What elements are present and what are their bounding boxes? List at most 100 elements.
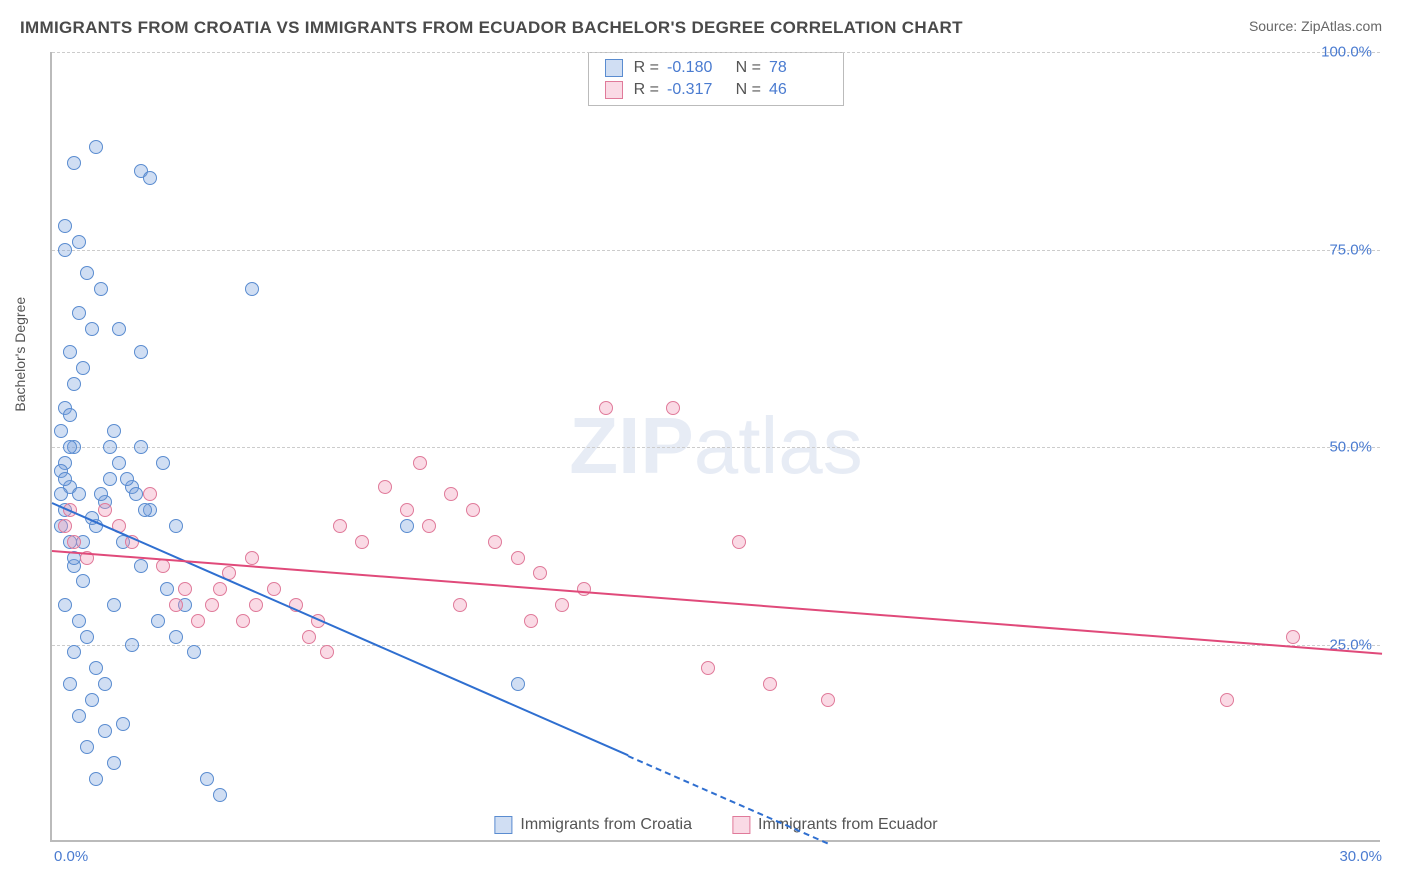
scatter-point: [98, 503, 112, 517]
scatter-point: [732, 535, 746, 549]
scatter-point: [821, 693, 835, 707]
scatter-point: [120, 472, 134, 486]
scatter-point: [1286, 630, 1300, 644]
bottom-legend: Immigrants from CroatiaImmigrants from E…: [484, 816, 947, 834]
scatter-point: [63, 677, 77, 691]
scatter-point: [116, 717, 130, 731]
scatter-point: [488, 535, 502, 549]
legend-entry: Immigrants from Croatia: [494, 816, 692, 834]
scatter-point: [555, 598, 569, 612]
r-label: R =: [631, 81, 659, 99]
scatter-point: [63, 440, 77, 454]
scatter-point: [169, 598, 183, 612]
gridline-horizontal: [52, 250, 1380, 251]
scatter-point: [511, 551, 525, 565]
scatter-point: [466, 503, 480, 517]
scatter-point: [138, 503, 152, 517]
y-tick-label: 100.0%: [1321, 44, 1372, 61]
scatter-point: [378, 480, 392, 494]
scatter-point: [577, 582, 591, 596]
scatter-point: [112, 456, 126, 470]
scatter-point: [320, 645, 334, 659]
scatter-point: [72, 709, 86, 723]
scatter-point: [112, 322, 126, 336]
scatter-point: [169, 519, 183, 533]
scatter-point: [245, 551, 259, 565]
scatter-point: [125, 638, 139, 652]
n-label: N =: [733, 81, 761, 99]
scatter-point: [76, 361, 90, 375]
scatter-point: [107, 756, 121, 770]
scatter-point: [701, 661, 715, 675]
scatter-point: [249, 598, 263, 612]
scatter-point: [58, 243, 72, 257]
scatter-point: [58, 598, 72, 612]
scatter-point: [85, 322, 99, 336]
scatter-point: [169, 630, 183, 644]
scatter-point: [67, 535, 81, 549]
scatter-point: [763, 677, 777, 691]
scatter-point: [400, 519, 414, 533]
gridline-horizontal: [52, 645, 1380, 646]
series-swatch: [605, 81, 623, 99]
scatter-point: [191, 614, 205, 628]
scatter-point: [107, 424, 121, 438]
scatter-point: [107, 598, 121, 612]
scatter-point: [67, 645, 81, 659]
scatter-point: [103, 440, 117, 454]
scatter-point: [58, 219, 72, 233]
scatter-point: [80, 266, 94, 280]
scatter-point: [80, 740, 94, 754]
scatter-point: [72, 306, 86, 320]
scatter-point: [54, 424, 68, 438]
regression-line: [52, 502, 629, 756]
watermark-bold: ZIP: [569, 401, 693, 490]
gridline-horizontal: [52, 52, 1380, 53]
series-swatch: [605, 59, 623, 77]
scatter-point: [524, 614, 538, 628]
scatter-point: [151, 614, 165, 628]
stats-legend-box: R =-0.180N =78R =-0.317N =46: [588, 52, 844, 106]
scatter-point: [666, 401, 680, 415]
scatter-point: [1220, 693, 1234, 707]
scatter-point: [355, 535, 369, 549]
n-value: 46: [769, 81, 827, 99]
plot-area: ZIPatlas R =-0.180N =78R =-0.317N =46 Im…: [50, 52, 1380, 842]
scatter-point: [63, 345, 77, 359]
legend-label: Immigrants from Croatia: [520, 816, 692, 834]
scatter-point: [156, 456, 170, 470]
watermark-rest: atlas: [694, 401, 863, 490]
x-tick-min: 0.0%: [54, 848, 88, 865]
scatter-point: [205, 598, 219, 612]
scatter-point: [129, 487, 143, 501]
scatter-point: [511, 677, 525, 691]
scatter-point: [245, 282, 259, 296]
scatter-point: [94, 487, 108, 501]
r-label: R =: [631, 59, 659, 77]
n-value: 78: [769, 59, 827, 77]
r-value: -0.180: [667, 59, 725, 77]
scatter-point: [178, 582, 192, 596]
watermark: ZIPatlas: [569, 400, 862, 492]
scatter-point: [103, 472, 117, 486]
scatter-point: [134, 440, 148, 454]
scatter-point: [200, 772, 214, 786]
scatter-point: [422, 519, 436, 533]
chart-title: IMMIGRANTS FROM CROATIA VS IMMIGRANTS FR…: [20, 18, 963, 38]
scatter-point: [267, 582, 281, 596]
scatter-point: [213, 582, 227, 596]
scatter-point: [333, 519, 347, 533]
scatter-point: [134, 559, 148, 573]
scatter-point: [72, 487, 86, 501]
scatter-point: [143, 171, 157, 185]
scatter-point: [134, 345, 148, 359]
scatter-point: [85, 693, 99, 707]
scatter-point: [67, 377, 81, 391]
series-swatch: [494, 816, 512, 834]
scatter-point: [89, 140, 103, 154]
scatter-point: [58, 519, 72, 533]
scatter-point: [160, 582, 174, 596]
scatter-point: [72, 235, 86, 249]
series-swatch: [732, 816, 750, 834]
scatter-point: [94, 282, 108, 296]
